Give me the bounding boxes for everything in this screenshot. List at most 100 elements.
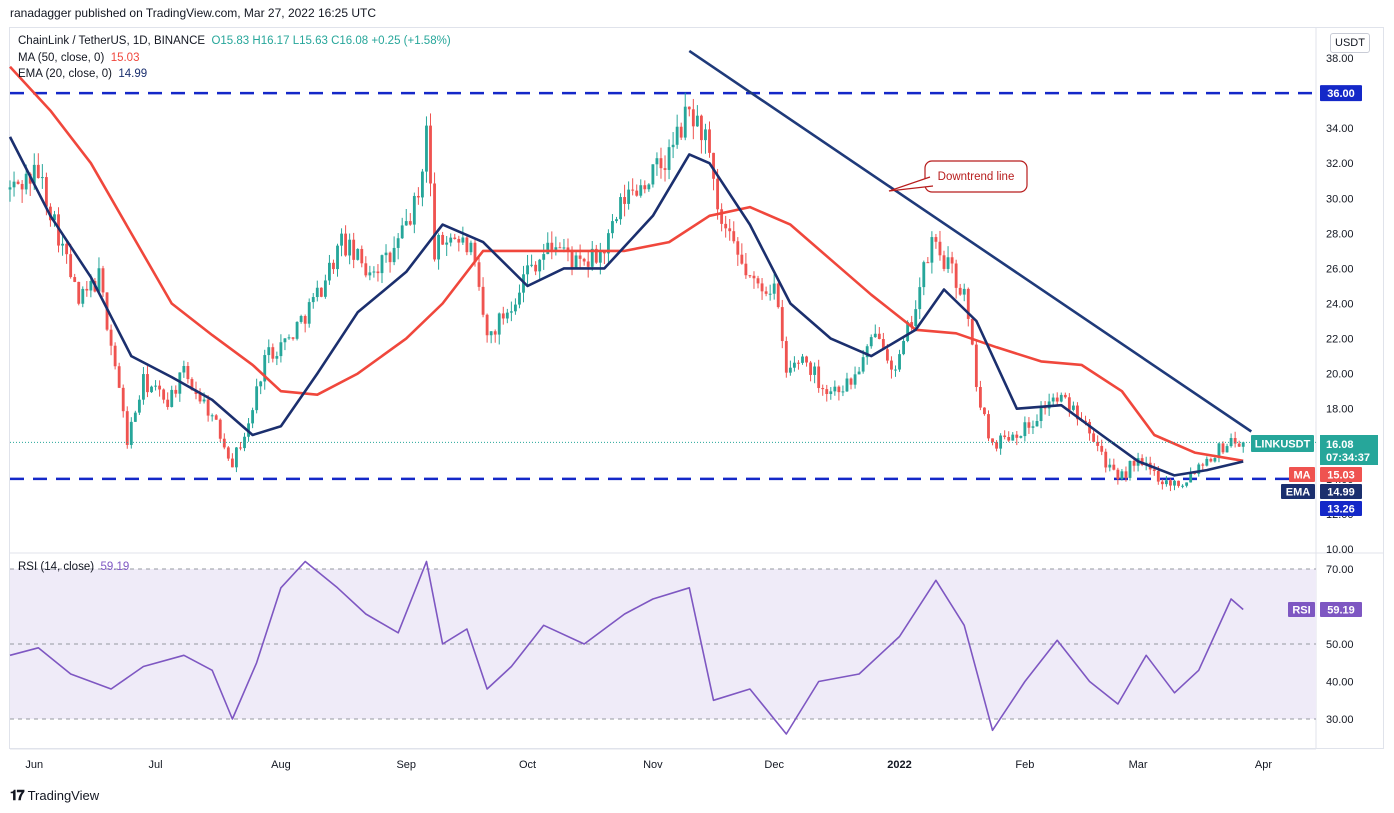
rsi-badge: RSI	[1292, 605, 1310, 617]
rsi-tick-label: 70.00	[1326, 564, 1354, 576]
candle-body	[279, 342, 283, 357]
candle-body	[643, 185, 647, 190]
candle-body	[534, 264, 538, 272]
price-tick-label: 30.00	[1326, 193, 1354, 205]
candle-body	[611, 221, 614, 234]
candle-body	[295, 321, 299, 339]
candle-body	[776, 283, 780, 308]
legend-rsi-row[interactable]: RSI (14, close) 59.19	[18, 561, 129, 573]
time-tick-label: Dec	[764, 759, 784, 771]
candle-body	[481, 286, 485, 315]
candle-body	[287, 337, 291, 339]
candle-body	[170, 389, 174, 407]
ma-value-badge-bg	[1320, 467, 1362, 482]
candle-body	[505, 312, 509, 319]
candle-body	[978, 386, 982, 408]
candle-body	[8, 187, 12, 190]
candle-body	[1209, 458, 1213, 462]
candle-body	[206, 399, 210, 416]
candle-body	[133, 412, 137, 422]
legend-ema-label: EMA (20, close, 0)	[18, 68, 112, 80]
rsi-badge-bg	[1288, 602, 1315, 617]
rsi-line	[9, 560, 1244, 735]
price-tick-label: 28.00	[1326, 228, 1354, 240]
legend-rsi-value: 59.19	[100, 561, 130, 573]
candle-body	[708, 129, 711, 153]
candle-body	[881, 339, 885, 350]
tradingview-wordmark: TradingView	[27, 788, 100, 803]
level-1326-badge-bg	[1320, 501, 1362, 516]
candle-body	[408, 221, 412, 225]
currency-unit-button[interactable]: USDT	[1330, 33, 1370, 53]
legend-ma-row[interactable]: MA (50, close, 0) 15.03	[18, 52, 139, 64]
tradingview-logo[interactable]: 𝟏𝟕 TradingView	[10, 787, 99, 804]
candle-body	[1152, 469, 1156, 472]
candle-body	[36, 164, 40, 179]
candle-body	[1003, 435, 1007, 438]
candle-body	[437, 234, 441, 260]
candle-body	[797, 362, 800, 364]
candle-body	[416, 195, 420, 198]
candle-body	[853, 374, 857, 385]
ma50-line	[9, 65, 1244, 463]
candle-body	[230, 458, 234, 468]
candle-body	[974, 344, 978, 387]
candle-body	[117, 366, 121, 388]
candle-body	[1023, 422, 1027, 437]
level-36-badge-bg	[1320, 85, 1362, 102]
candle-body	[202, 399, 206, 402]
time-tick-label: Nov	[643, 759, 663, 771]
candle-body	[421, 171, 424, 198]
candle-body	[655, 158, 659, 165]
legend-high: H16.17	[252, 35, 290, 47]
candle-body	[934, 237, 938, 242]
candle-body	[299, 316, 303, 322]
candle-body	[453, 237, 457, 239]
candle-body	[388, 252, 392, 263]
legend-ma-value: 15.03	[110, 52, 140, 64]
candle-body	[384, 252, 388, 256]
candle-body	[77, 281, 81, 304]
price-tick-label: 38.00	[1326, 53, 1354, 65]
candle-body	[113, 345, 117, 367]
legend-low: L15.63	[292, 35, 328, 47]
candle-body	[950, 257, 954, 264]
candle-body	[865, 346, 869, 358]
candle-body	[546, 242, 550, 255]
candle-body	[1039, 407, 1043, 422]
countdown-value: 07:34:37	[1326, 452, 1370, 464]
candle-body	[894, 369, 897, 371]
candle-body	[598, 251, 602, 263]
candle-body	[311, 297, 315, 303]
candle-body	[493, 331, 497, 335]
candle-body	[271, 347, 275, 359]
candle-body	[218, 419, 222, 439]
time-tick-label: Oct	[519, 759, 536, 771]
candle-body	[465, 237, 469, 253]
candle-body	[667, 147, 671, 170]
ema-badge: EMA	[1286, 487, 1311, 499]
candle-body	[255, 386, 259, 411]
candle-body	[554, 247, 558, 250]
candle-body	[1201, 464, 1205, 466]
candle-body	[121, 387, 125, 412]
candle-body	[594, 248, 598, 263]
candle-body	[222, 438, 226, 448]
candle-body	[514, 304, 517, 312]
legend-ema-row[interactable]: EMA (20, close, 0) 14.99	[18, 68, 147, 80]
candle-body	[129, 421, 133, 445]
candle-body	[226, 447, 230, 459]
time-tick-label: Apr	[1255, 759, 1272, 771]
candle-body	[1173, 480, 1176, 486]
rsi-value-badge-bg	[1320, 602, 1362, 617]
candle-body	[1169, 480, 1172, 486]
candle-body	[813, 366, 817, 375]
candle-body	[275, 356, 279, 359]
candle-body	[788, 367, 792, 373]
candle-body	[938, 241, 942, 256]
candle-body	[400, 225, 404, 239]
candle-body	[837, 386, 841, 393]
candle-body	[574, 255, 578, 269]
candle-body	[631, 189, 635, 191]
